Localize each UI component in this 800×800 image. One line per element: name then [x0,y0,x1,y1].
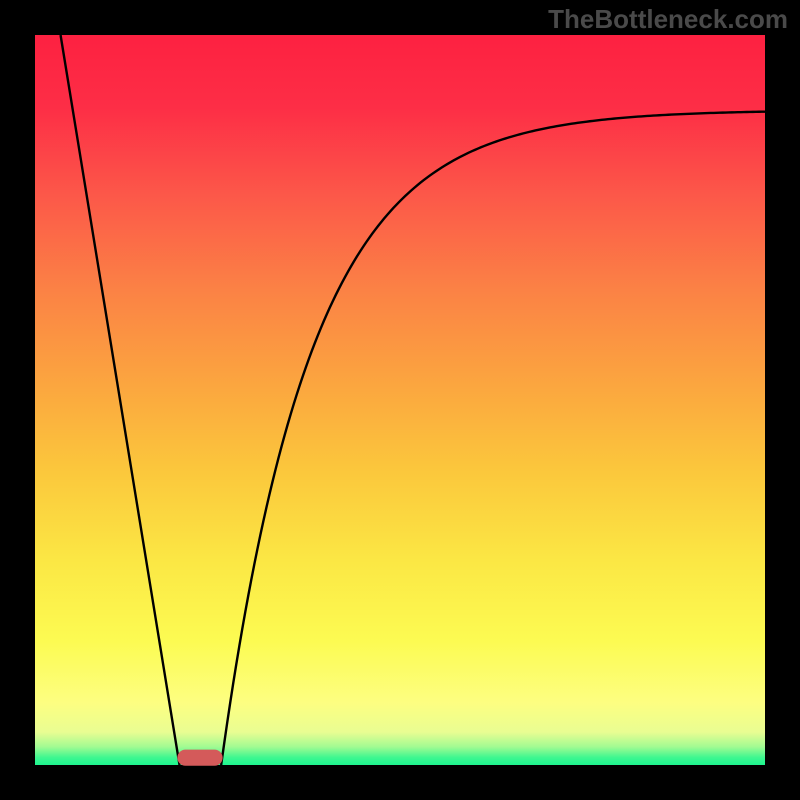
gradient-background [35,35,765,765]
watermark-text: TheBottleneck.com [548,6,788,32]
plot-area [35,35,765,765]
outer-frame: TheBottleneck.com [0,0,800,800]
chart-svg [35,35,765,765]
minimum-marker [177,750,222,766]
